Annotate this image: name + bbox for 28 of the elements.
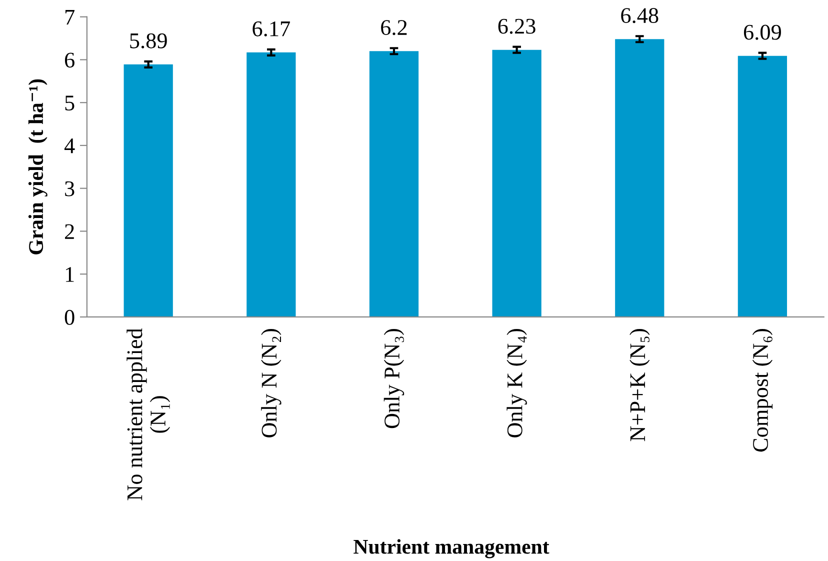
y-tick-label: 6 — [64, 52, 74, 68]
x-tick-label: Only N (N₂) — [261, 329, 282, 438]
bar — [738, 56, 788, 317]
y-tick-label: 3 — [65, 181, 74, 196]
bar — [369, 51, 419, 317]
x-tick-label: No nutrient applied (N₁) — [126, 328, 170, 500]
data-label: 6.48 — [621, 8, 658, 24]
y-tick-label: 2 — [65, 224, 74, 239]
y-tick-label: 5 — [65, 96, 74, 111]
bar — [615, 39, 664, 317]
bar — [124, 64, 173, 317]
y-tick-label: 4 — [64, 138, 75, 154]
data-label: 6.23 — [498, 18, 536, 34]
y-axis-title: Grain yield (t ha⁻¹) — [28, 79, 48, 254]
y-tick-label: 0 — [64, 310, 74, 325]
x-tick-label: N+P+K (N₅) — [630, 329, 650, 442]
data-label: 6.09 — [744, 24, 781, 40]
x-tick-label: Only K (N₄) — [506, 329, 527, 438]
x-tick-label: Only P(N₃) — [384, 329, 404, 428]
data-label: 6.2 — [381, 20, 407, 36]
data-label: 6.17 — [252, 21, 290, 36]
y-tick-label: 7 — [65, 10, 74, 25]
data-label: 5.89 — [130, 33, 167, 48]
bar — [246, 52, 296, 317]
bar — [492, 50, 542, 317]
y-tick-label: 1 — [66, 267, 74, 282]
x-axis-title: Nutrient management — [354, 539, 550, 558]
x-tick-label: Compost (N₆) — [752, 329, 773, 452]
